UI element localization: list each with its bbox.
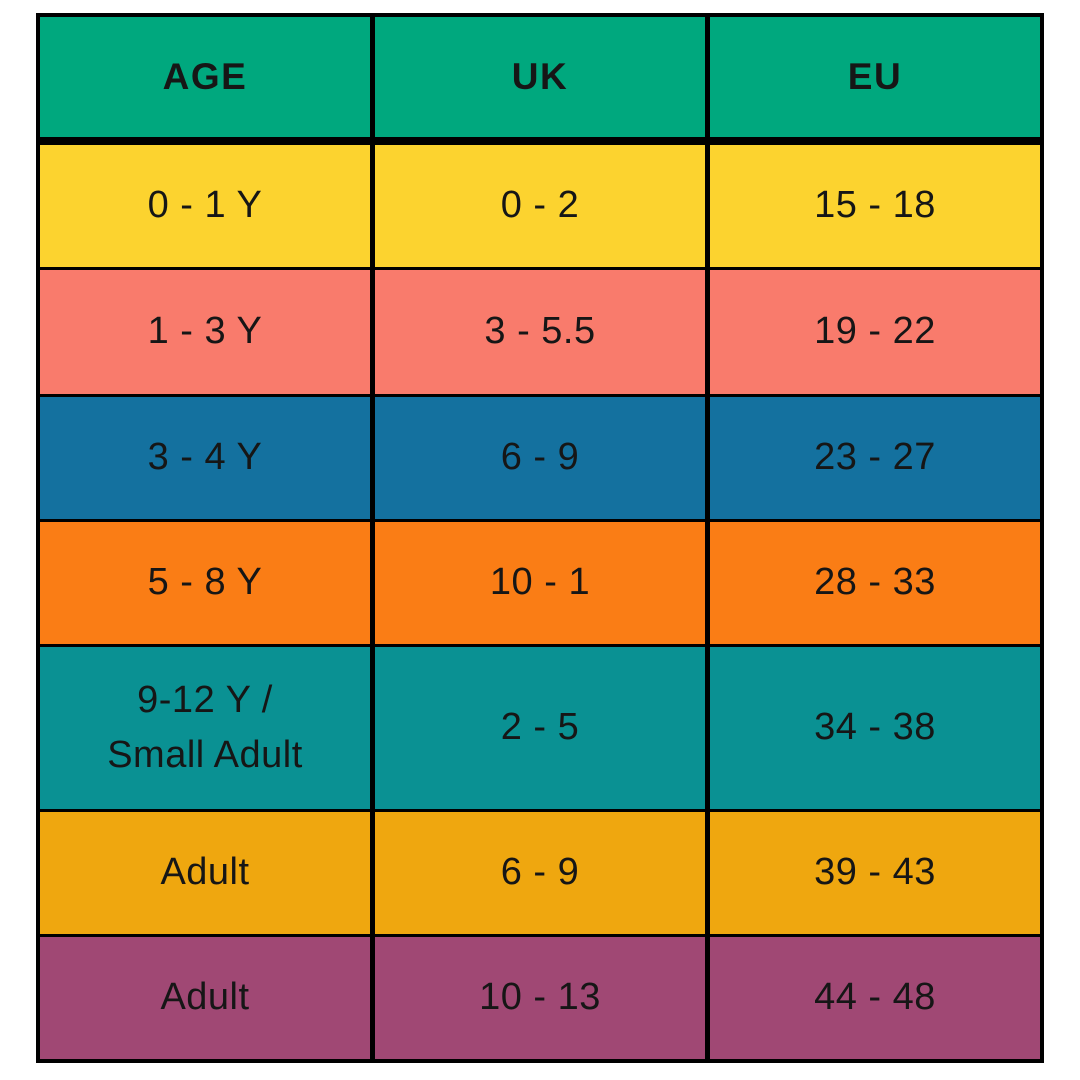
age-value: 1 - 3 Y [147,310,263,353]
header-cell-age: AGE [162,56,248,98]
age-cell: 0 - 1 Y [40,145,370,267]
table-row-9-12y-small-adult: 9-12 Y / Small Adult 2 - 5 34 - 38 [40,647,1040,809]
table-row-5-8y: 5 - 8 Y 10 - 1 28 - 33 [40,522,1040,644]
age-cell: 5 - 8 Y [40,522,370,644]
age-cell: Adult [40,812,370,934]
eu-size-cell: 34 - 38 [705,647,1040,809]
eu-size-cell: 23 - 27 [705,397,1040,519]
age-value: Adult [160,851,250,894]
size-conversion-table: AGE UK EU 0 - 1 Y 0 - 2 15 - 18 1 - 3 Y … [36,13,1044,1063]
eu-size-cell: 44 - 48 [705,937,1040,1059]
table-row-0-1y: 0 - 1 Y 0 - 2 15 - 18 [40,145,1040,267]
age-value: Adult [160,976,250,1019]
age-value: 3 - 4 Y [147,436,263,479]
age-value-line2: Small Adult [107,734,303,776]
uk-size-cell: 10 - 13 [370,937,705,1059]
table-header-row: AGE UK EU [40,17,1040,137]
eu-size-cell: 39 - 43 [705,812,1040,934]
uk-size-cell: 0 - 2 [370,145,705,267]
header-cell-uk: UK [370,17,705,137]
age-value: 0 - 1 Y [147,184,263,227]
uk-size-cell: 10 - 1 [370,522,705,644]
age-cell: 9-12 Y / Small Adult [40,647,370,809]
age-cell: Adult [40,937,370,1059]
uk-size-cell: 6 - 9 [370,812,705,934]
uk-size-cell: 6 - 9 [370,397,705,519]
age-cell: 1 - 3 Y [40,270,370,394]
age-value: 5 - 8 Y [147,561,263,604]
uk-size-cell: 2 - 5 [370,647,705,809]
table-row-adult-1: Adult 6 - 9 39 - 43 [40,812,1040,934]
table-row-3-4y: 3 - 4 Y 6 - 9 23 - 27 [40,397,1040,519]
eu-size-cell: 28 - 33 [705,522,1040,644]
uk-size-cell: 3 - 5.5 [370,270,705,394]
table-row-adult-2: Adult 10 - 13 44 - 48 [40,937,1040,1059]
eu-size-cell: 15 - 18 [705,145,1040,267]
table-row-1-3y: 1 - 3 Y 3 - 5.5 19 - 22 [40,270,1040,394]
age-cell: 3 - 4 Y [40,397,370,519]
eu-size-cell: 19 - 22 [705,270,1040,394]
header-cell-eu: EU [705,17,1040,137]
age-value-line1: 9-12 Y / [137,678,273,721]
